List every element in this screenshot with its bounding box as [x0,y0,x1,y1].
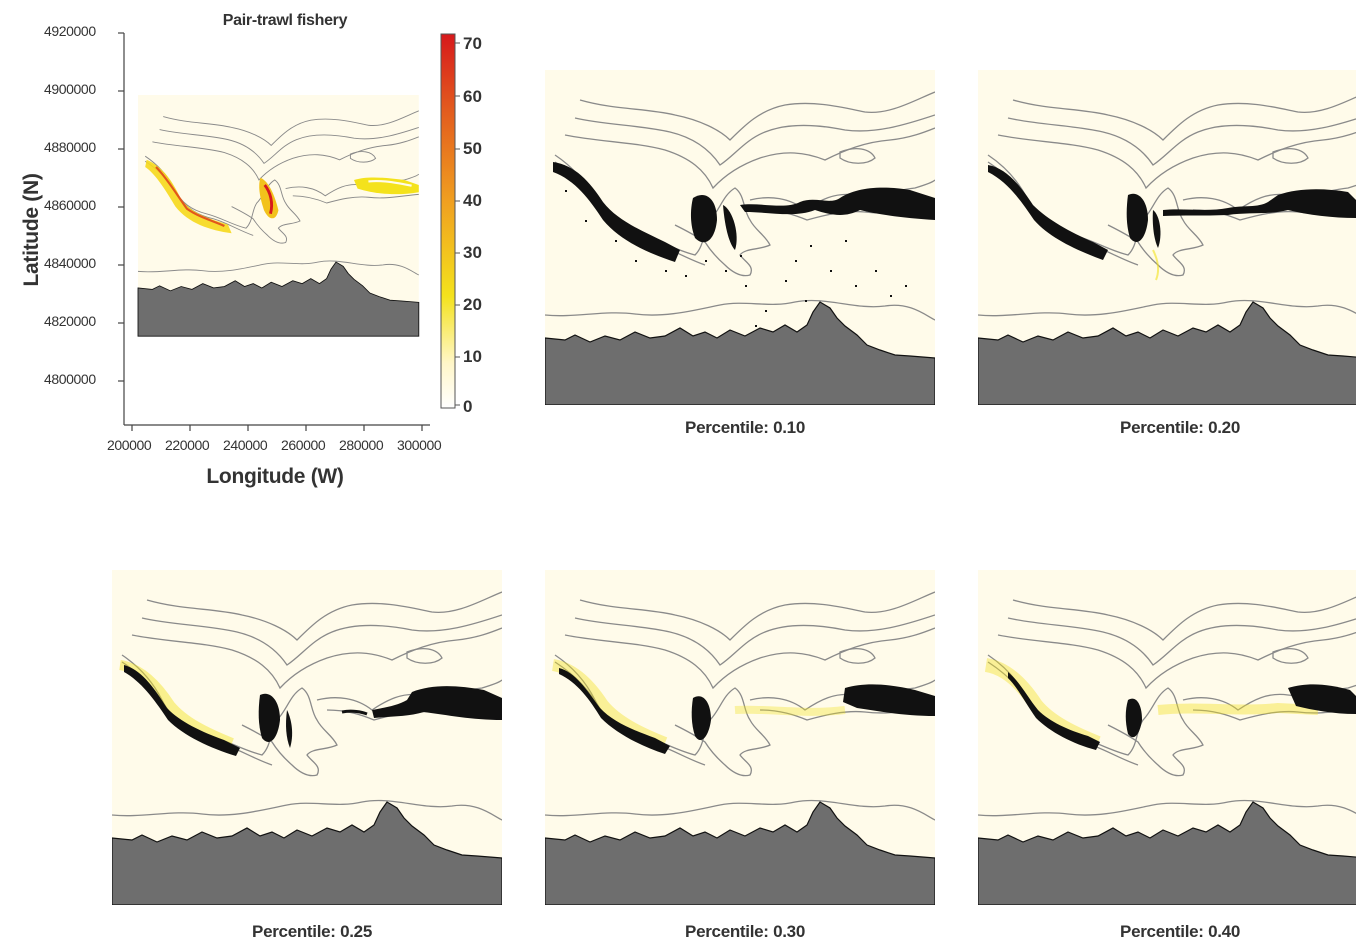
main-title: Pair-trawl fishery [222,12,348,29]
y-tick-label: 4840000 [44,255,96,271]
map-panel-p010 [545,70,935,405]
colorbar-tick: 70 [463,34,482,53]
y-tick-label: 4920000 [44,23,96,39]
map-panel-p040 [978,570,1356,905]
colorbar-tick: 50 [463,139,482,158]
y-tick-label: 4900000 [44,81,96,97]
map-panel-p025 [112,570,502,905]
y-tick-label: 4880000 [44,139,96,155]
colorbar-tick: 60 [463,87,482,106]
main-map-plot [118,32,430,431]
x-tick-label: 280000 [339,437,384,453]
colorbar-tick: 20 [463,295,482,314]
panel-label: Percentile: 0.10 [685,418,805,437]
y-axis-label: Latitude (N) [20,173,43,287]
x-tick-label: 200000 [107,437,152,453]
y-tick-label: 4820000 [44,313,96,329]
x-tick-label: 300000 [397,437,442,453]
map-panel-p020 [978,70,1356,405]
y-tick-label: 4800000 [44,371,96,387]
panel-label: Percentile: 0.25 [252,922,372,941]
panel-label: Percentile: 0.40 [1120,922,1240,941]
y-tick-label: 4860000 [44,197,96,213]
colorbar-tick: 40 [463,191,482,210]
colorbar-tick: 30 [463,243,482,262]
colorbar-tick: 10 [463,347,482,366]
x-tick-label: 260000 [281,437,326,453]
x-tick-label: 240000 [223,437,268,453]
x-tick-label: 220000 [165,437,210,453]
panel-label: Percentile: 0.20 [1120,418,1240,437]
x-axis-label: Longitude (W) [206,465,344,488]
colorbar-tick: 0 [463,397,473,416]
panel-label: Percentile: 0.30 [685,922,805,941]
map-panel-p030 [545,570,935,905]
colorbar [440,33,460,409]
